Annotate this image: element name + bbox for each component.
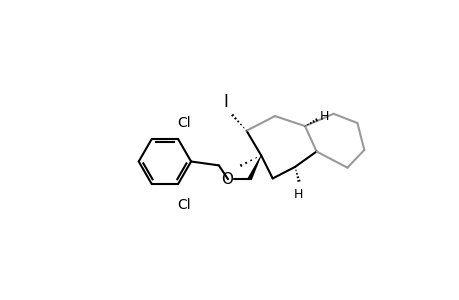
Text: Cl: Cl [177,198,190,212]
Text: I: I [223,94,228,112]
Text: H: H [293,188,302,202]
Text: H: H [319,110,328,123]
Text: Cl: Cl [177,116,190,130]
Text: O: O [220,172,232,187]
Polygon shape [247,155,261,180]
